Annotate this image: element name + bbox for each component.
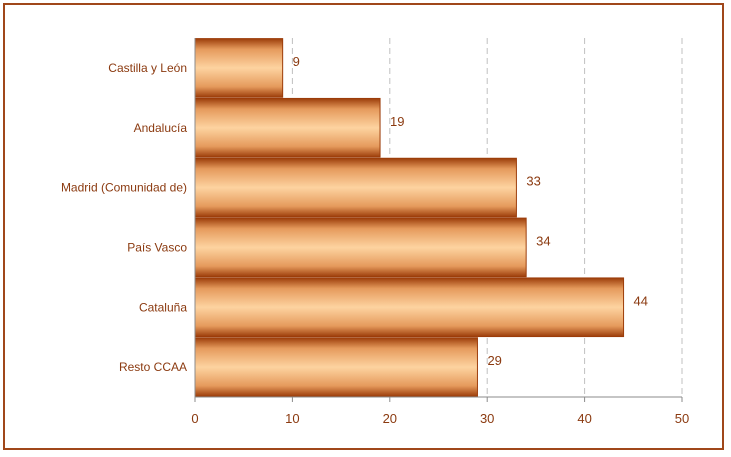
category-label: País Vasco bbox=[127, 240, 187, 254]
x-tick-label: 50 bbox=[675, 411, 689, 426]
bars bbox=[194, 38, 625, 397]
data-label: 9 bbox=[293, 54, 300, 69]
x-tick-label: 10 bbox=[285, 411, 299, 426]
data-label: 34 bbox=[536, 233, 550, 248]
bar bbox=[194, 97, 381, 158]
bar bbox=[194, 157, 517, 218]
data-label: 44 bbox=[634, 293, 648, 308]
data-label: 19 bbox=[390, 114, 404, 129]
axes bbox=[194, 38, 683, 402]
data-label: 33 bbox=[526, 174, 540, 189]
category-label: Madrid (Comunidad de) bbox=[61, 181, 187, 195]
category-label: Andalucía bbox=[134, 121, 188, 135]
bar bbox=[194, 38, 284, 98]
category-label: Resto CCAA bbox=[119, 360, 187, 374]
bar bbox=[194, 277, 625, 338]
category-label: Cataluña bbox=[139, 300, 187, 314]
data-label: 29 bbox=[487, 353, 501, 368]
bar bbox=[194, 217, 527, 278]
x-tick-label: 40 bbox=[577, 411, 591, 426]
x-tick-label: 0 bbox=[191, 411, 198, 426]
labels: 0 10 20 30 40 50 Castilla y León 9 Andalucía 19 Ma… bbox=[61, 54, 689, 426]
category-label: Castilla y León bbox=[108, 61, 187, 75]
x-tick-label: 20 bbox=[383, 411, 397, 426]
bar bbox=[194, 337, 478, 397]
x-tick-label: 30 bbox=[480, 411, 494, 426]
